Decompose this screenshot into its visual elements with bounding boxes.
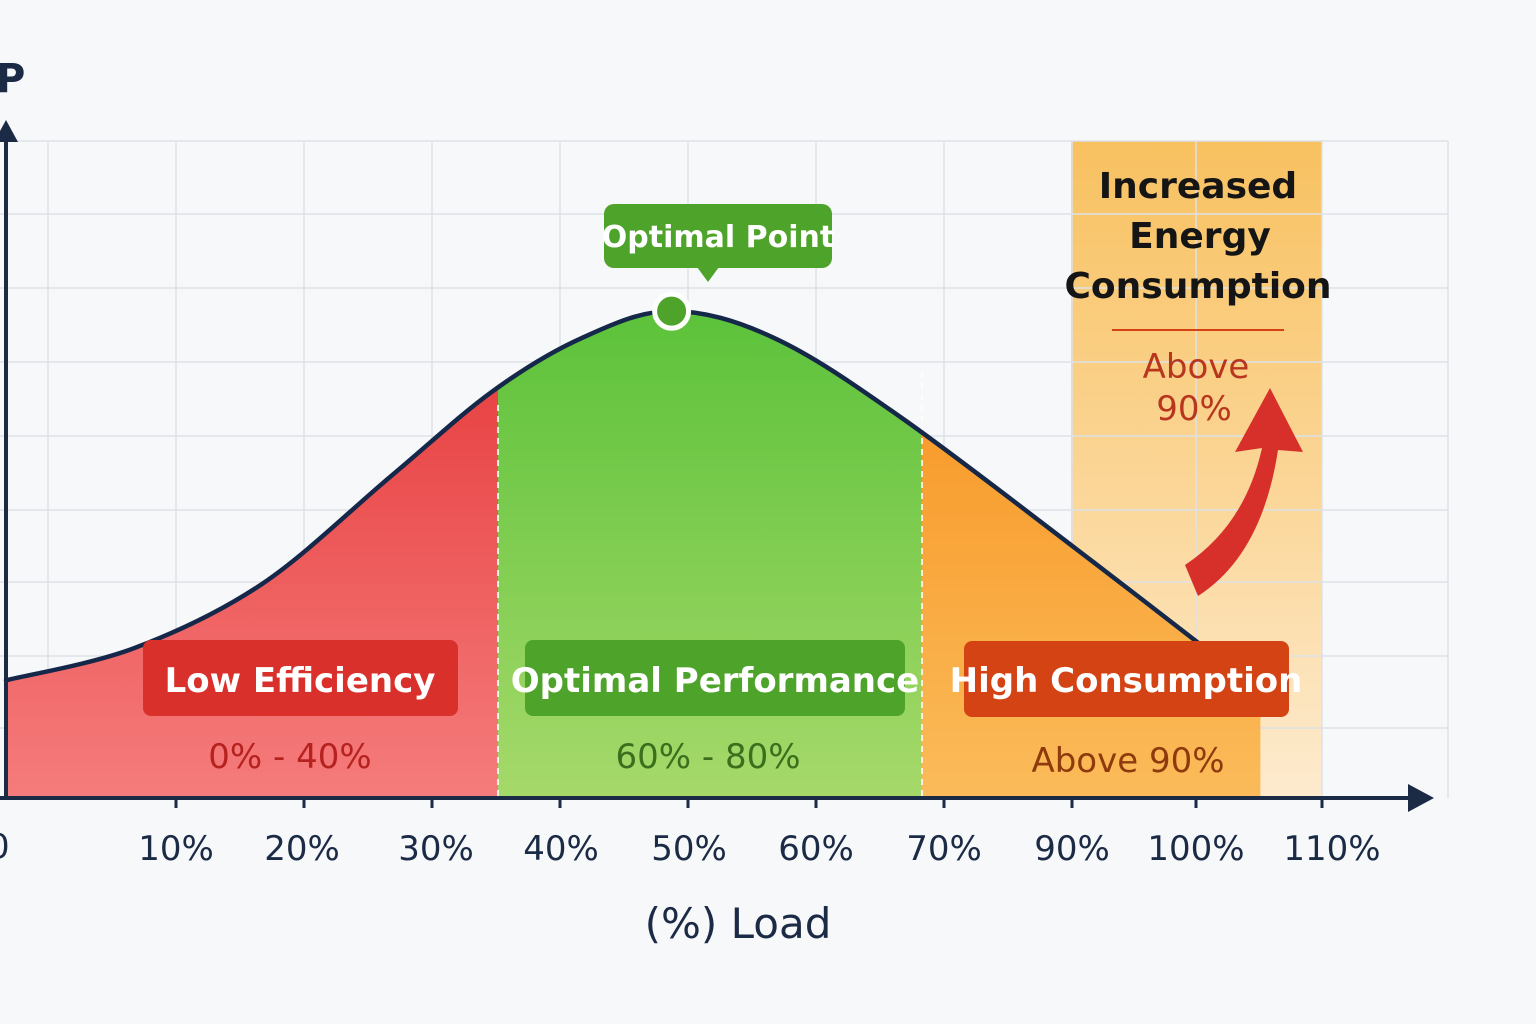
badge-optimal-performance: Optimal Performance xyxy=(511,640,919,716)
badge-low-efficiency-label: Low Efficiency xyxy=(165,661,436,701)
badge-high-consumption: High Consumption xyxy=(950,641,1303,717)
x-tick-label: 40% xyxy=(523,829,599,869)
optimal-point-marker xyxy=(652,291,692,331)
badge-optimal-performance-label: Optimal Performance xyxy=(511,661,919,701)
x-tick-label: 10% xyxy=(138,829,214,869)
optimal-point-pin: Optimal Point xyxy=(602,204,834,282)
callout-title-line: Consumption xyxy=(1064,266,1331,307)
x-tick-label: 20% xyxy=(264,829,340,869)
badge-low-efficiency-bg xyxy=(143,640,458,716)
badge-high-consumption-bg xyxy=(964,641,1289,717)
range-high-consumption: Above 90% xyxy=(1031,741,1224,781)
optimal-point-pin-bg xyxy=(604,204,832,268)
efficiency-curve xyxy=(3,308,1263,694)
badge-low-efficiency: Low Efficiency xyxy=(143,640,458,716)
x-axis-arrow-icon xyxy=(1408,784,1434,812)
x-tick-label: 50% xyxy=(651,829,727,869)
badge-high-consumption-label: High Consumption xyxy=(950,661,1303,701)
callout-sub-line: 90% xyxy=(1156,389,1232,429)
x-tick-label: 30% xyxy=(398,829,474,869)
x-tick-label: 60% xyxy=(778,829,854,869)
optimal-point-pin-tail xyxy=(697,267,719,282)
x-tick-label: 70% xyxy=(906,829,982,869)
increase-arrow-icon xyxy=(1185,388,1303,596)
y-axis-letter: P xyxy=(0,56,25,102)
x-tick-label: 90% xyxy=(1034,829,1110,869)
range-low-efficiency: 0% - 40% xyxy=(208,737,371,777)
y-axis-arrow-icon xyxy=(0,120,18,142)
x-tick-label: 100% xyxy=(1147,829,1244,869)
range-optimal-performance: 60% - 80% xyxy=(615,737,800,777)
callout-sub-line: Above xyxy=(1143,347,1250,387)
x-axis-title: (%) Load xyxy=(645,899,832,948)
callout: Increased Energy Consumption Above 90% xyxy=(1064,166,1331,429)
x-tick-label: 110% xyxy=(1283,829,1380,869)
origin-label: 0 xyxy=(0,827,10,867)
badge-optimal-performance-bg xyxy=(525,640,905,716)
callout-title-line: Increased xyxy=(1099,166,1297,207)
callout-title-line: Energy xyxy=(1129,216,1271,257)
optimal-point-label: Optimal Point xyxy=(602,220,834,255)
